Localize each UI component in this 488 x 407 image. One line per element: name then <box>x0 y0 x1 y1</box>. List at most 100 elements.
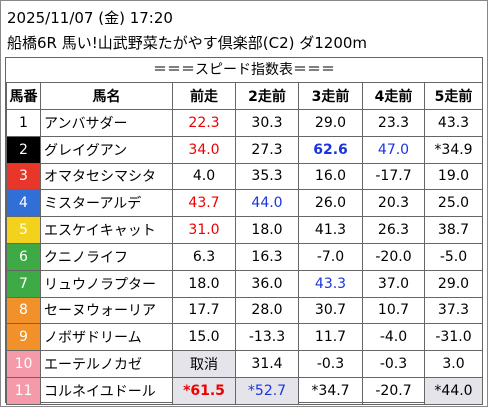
horse-name: クニノライフ <box>40 242 173 271</box>
speed-index: *61.5 <box>172 376 236 405</box>
speed-index: -31.0 <box>424 323 483 352</box>
speed-index: -0.3 <box>298 350 363 378</box>
speed-index: -20.7 <box>362 376 425 405</box>
horse-name: ノボザドリーム <box>40 323 173 352</box>
table-row: 8 セーヌウォーリア 17.7 28.0 30.7 10.7 37.3 <box>6 296 483 325</box>
speed-index: 16.3 <box>235 242 299 271</box>
horse-number: 9 <box>6 323 41 352</box>
horse-number: 5 <box>6 216 41 244</box>
column-header: 前走 <box>172 83 236 110</box>
speed-index: 27.3 <box>235 135 299 164</box>
table-row: 5 エスケイキャット 31.0 18.0 41.3 26.3 38.7 <box>6 216 483 244</box>
table-row: 3 オマタセシマシタ 4.0 35.3 16.0 -17.7 19.0 <box>6 162 483 191</box>
horse-name: セーヌウォーリア <box>40 296 173 325</box>
speed-index: 62.6 <box>298 135 363 164</box>
speed-index: 30.3 <box>235 109 299 137</box>
speed-index: 43.3 <box>298 269 363 298</box>
speed-index: 取消 <box>172 350 236 378</box>
table-row: 7 リュウノラプター 18.0 36.0 43.3 37.0 29.0 <box>6 269 483 298</box>
speed-index: 34.0 <box>172 135 236 164</box>
horse-name: コルネイユドール <box>40 376 173 405</box>
table-box: ＝＝＝スピード指数表＝＝＝ 馬番 馬名 前走 2走前 3走前 4走前 5走前 1 アンバサダー… <box>5 57 483 405</box>
race-title: 船橋6R 馬い!山武野菜たがやす倶楽部(C2) ダ1200m <box>7 34 368 52</box>
horse-name: アンバサダー <box>40 109 173 137</box>
table-row: 1 アンバサダー 22.3 30.3 29.0 23.3 43.3 <box>6 109 483 137</box>
speed-index: *52.7 <box>235 376 299 405</box>
speed-index: 36.0 <box>235 269 299 298</box>
speed-index: 37.0 <box>362 269 425 298</box>
speed-index: 22.3 <box>172 109 236 137</box>
horse-number: 6 <box>6 242 41 271</box>
speed-index: 26.3 <box>362 216 425 244</box>
speed-index: 31.4 <box>235 350 299 378</box>
speed-index: -0.3 <box>362 350 425 378</box>
speed-index: 31.0 <box>172 216 236 244</box>
column-header: 2走前 <box>235 83 299 110</box>
horse-name: ミスターアルデ <box>40 189 173 218</box>
column-header: 5走前 <box>424 83 483 110</box>
speed-index: 29.0 <box>298 109 363 137</box>
speed-index: 10.7 <box>362 296 425 325</box>
speed-index: 29.0 <box>424 269 483 298</box>
speed-index: 18.0 <box>235 216 299 244</box>
speed-table: 馬番 馬名 前走 2走前 3走前 4走前 5走前 1 アンバサダー 22.3 30.3 29.0 23… <box>6 83 483 405</box>
speed-index: 11.7 <box>298 323 363 352</box>
speed-index: -17.7 <box>362 162 425 191</box>
horse-name: グレイグアン <box>40 135 173 164</box>
horse-number: 4 <box>6 189 41 218</box>
speed-index: 44.0 <box>235 189 299 218</box>
table-title: ＝＝＝スピード指数表＝＝＝ <box>6 58 482 83</box>
speed-index: 47.0 <box>362 135 425 164</box>
speed-index: 26.0 <box>298 189 363 218</box>
speed-index: 6.3 <box>172 242 236 271</box>
horse-number: 2 <box>6 135 41 164</box>
horse-name: エスケイキャット <box>40 216 173 244</box>
horse-number: 3 <box>6 162 41 191</box>
speed-index: *44.0 <box>424 376 483 405</box>
speed-index: -13.3 <box>235 323 299 352</box>
speed-index: 25.0 <box>424 189 483 218</box>
horse-name: リュウノラプター <box>40 269 173 298</box>
table-row: 4 ミスターアルデ 43.7 44.0 26.0 20.3 25.0 <box>6 189 483 218</box>
table-row: 11 コルネイユドール *61.5 *52.7 *34.7 -20.7 *44.0 <box>6 376 483 405</box>
column-header: 馬名 <box>40 83 173 110</box>
table-row: 10 エーテルノカゼ 取消 31.4 -0.3 -0.3 3.0 <box>6 350 483 378</box>
speed-index: -4.0 <box>362 323 425 352</box>
speed-index: 17.7 <box>172 296 236 325</box>
speed-index: -20.0 <box>362 242 425 271</box>
speed-index: 19.0 <box>424 162 483 191</box>
speed-index: 43.7 <box>172 189 236 218</box>
datetime: 2025/11/07 (金) 17:20 <box>7 9 173 27</box>
horse-name: オマタセシマシタ <box>40 162 173 191</box>
speed-index: 38.7 <box>424 216 483 244</box>
table-row: 6 クニノライフ 6.3 16.3 -7.0 -20.0 -5.0 <box>6 242 483 271</box>
column-header: 馬番 <box>6 83 41 110</box>
speed-index: 43.3 <box>424 109 483 137</box>
column-header: 3走前 <box>298 83 363 110</box>
horse-name: エーテルノカゼ <box>40 350 173 378</box>
table-row: 9 ノボザドリーム 15.0 -13.3 11.7 -4.0 -31.0 <box>6 323 483 352</box>
header-row: 馬番 馬名 前走 2走前 3走前 4走前 5走前 <box>6 83 483 110</box>
horse-number: 8 <box>6 296 41 325</box>
horse-number: 1 <box>6 109 41 137</box>
speed-index: *34.9 <box>424 135 483 164</box>
column-header: 4走前 <box>362 83 425 110</box>
speed-index: 41.3 <box>298 216 363 244</box>
speed-index: 4.0 <box>172 162 236 191</box>
horse-number: 10 <box>6 350 41 378</box>
horse-number: 11 <box>6 376 41 405</box>
speed-index: -5.0 <box>424 242 483 271</box>
speed-index: 35.3 <box>235 162 299 191</box>
speed-index: 37.3 <box>424 296 483 325</box>
speed-index: 16.0 <box>298 162 363 191</box>
speed-index: -7.0 <box>298 242 363 271</box>
speed-index: 28.0 <box>235 296 299 325</box>
speed-index: 20.3 <box>362 189 425 218</box>
speed-index: 30.7 <box>298 296 363 325</box>
speed-index: 3.0 <box>424 350 483 378</box>
speed-index: 15.0 <box>172 323 236 352</box>
table-row: 2 グレイグアン 34.0 27.3 62.6 47.0 *34.9 <box>6 135 483 164</box>
speed-index: 23.3 <box>362 109 425 137</box>
speed-index: 18.0 <box>172 269 236 298</box>
